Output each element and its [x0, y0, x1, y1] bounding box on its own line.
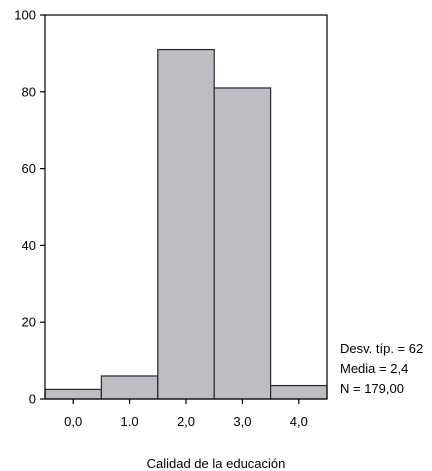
y-tick-label: 60: [22, 161, 36, 176]
bar-5: [270, 384, 328, 400]
x-tick-label: 2,0: [177, 414, 195, 429]
bar-4: [213, 87, 272, 400]
bar-2: [100, 375, 159, 400]
x-tick-label: 3,0: [233, 414, 251, 429]
x-tick-label: 4,0: [290, 414, 308, 429]
y-tick-label: 20: [22, 315, 36, 330]
stats-box: Desv. típ. = 62 Media = 2,4 N = 179,00: [340, 341, 423, 396]
bar-1: [44, 388, 103, 400]
x-tick-label: 1.0: [121, 414, 139, 429]
x-axis-label: Calidad de la educación: [147, 456, 286, 471]
bars-group: [44, 48, 328, 400]
y-tick-label: 40: [22, 238, 36, 253]
y-tick-label: 80: [22, 84, 36, 99]
y-tick-label: 100: [14, 8, 36, 23]
x-tick-label: 0,0: [64, 414, 82, 429]
stat-line-2: Media = 2,4: [340, 361, 408, 376]
stat-line-3: N = 179,00: [340, 381, 404, 396]
y-tick-label: 0: [29, 392, 36, 407]
stat-line-1: Desv. típ. = 62: [340, 341, 423, 356]
bar-3: [157, 48, 215, 400]
y-ticks-group: 0 20 40 60 80 100: [14, 8, 45, 407]
x-ticks-group: 0,0 1.0 2,0 3,0 4,0: [64, 399, 308, 429]
